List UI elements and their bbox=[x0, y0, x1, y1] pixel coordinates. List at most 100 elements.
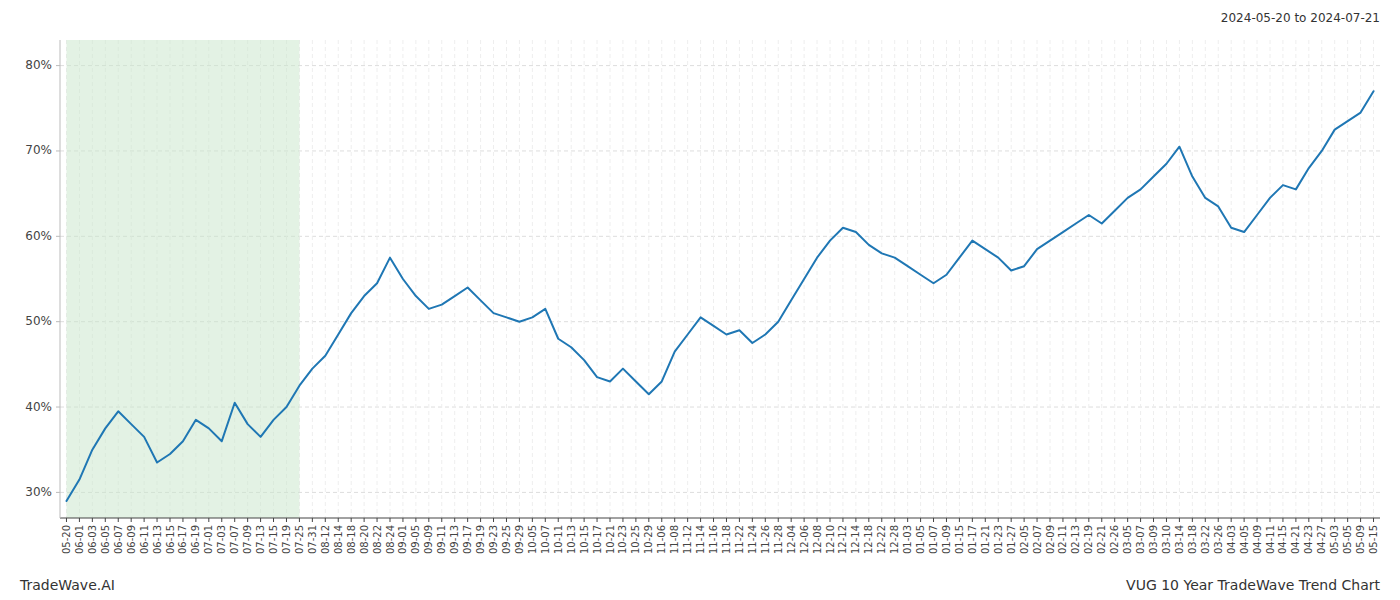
x-tick bbox=[1075, 518, 1076, 522]
x-tick bbox=[377, 518, 378, 522]
x-tick-label: 01-05 bbox=[915, 525, 926, 554]
x-tick-label: 01-23 bbox=[993, 525, 1004, 554]
x-tick-label: 09-29 bbox=[514, 525, 525, 554]
x-tick bbox=[1231, 518, 1232, 522]
x-tick bbox=[687, 518, 688, 522]
x-tick-label: 02-26 bbox=[1109, 525, 1120, 554]
x-tick bbox=[739, 518, 740, 522]
x-tick bbox=[170, 518, 171, 522]
x-tick bbox=[247, 518, 248, 522]
x-tick-label: 12-04 bbox=[786, 525, 797, 554]
x-tick bbox=[1244, 518, 1245, 522]
x-tick bbox=[1062, 518, 1063, 522]
x-tick-label: 04-09 bbox=[1252, 525, 1263, 554]
x-tick-label: 04-27 bbox=[1316, 525, 1327, 554]
x-grid-line bbox=[493, 40, 494, 518]
x-grid-line bbox=[661, 40, 662, 518]
x-tick-label: 03-22 bbox=[1200, 525, 1211, 554]
x-grid-line bbox=[1062, 40, 1063, 518]
x-grid-line bbox=[687, 40, 688, 518]
x-grid-line bbox=[985, 40, 986, 518]
x-tick-label: 01-17 bbox=[967, 525, 978, 554]
x-tick bbox=[208, 518, 209, 522]
x-tick bbox=[480, 518, 481, 522]
x-tick-label: 11-12 bbox=[682, 525, 693, 554]
x-tick-label: 11-22 bbox=[734, 525, 745, 554]
x-tick-label: 12-14 bbox=[850, 525, 861, 554]
x-tick bbox=[1024, 518, 1025, 522]
x-tick bbox=[674, 518, 675, 522]
x-tick bbox=[1114, 518, 1115, 522]
x-tick bbox=[364, 518, 365, 522]
x-tick bbox=[105, 518, 106, 522]
x-tick bbox=[1050, 518, 1051, 522]
x-grid-line bbox=[868, 40, 869, 518]
x-tick bbox=[325, 518, 326, 522]
x-tick-label: 01-27 bbox=[1006, 525, 1017, 554]
x-tick bbox=[273, 518, 274, 522]
x-tick-label: 06-03 bbox=[87, 525, 98, 554]
x-tick-label: 06-13 bbox=[152, 525, 163, 554]
x-tick-label: 04-21 bbox=[1290, 525, 1301, 554]
x-tick bbox=[1011, 518, 1012, 522]
x-tick-label: 03-18 bbox=[1187, 525, 1198, 554]
x-grid-line bbox=[545, 40, 546, 518]
x-grid-line bbox=[351, 40, 352, 518]
x-grid-line bbox=[312, 40, 313, 518]
x-tick bbox=[1192, 518, 1193, 522]
x-tick bbox=[842, 518, 843, 522]
x-tick bbox=[506, 518, 507, 522]
x-tick-label: 09-13 bbox=[449, 525, 460, 554]
x-tick-label: 08-24 bbox=[385, 525, 396, 554]
x-tick bbox=[1166, 518, 1167, 522]
x-grid-line bbox=[933, 40, 934, 518]
x-grid-line bbox=[920, 40, 921, 518]
x-grid-line bbox=[532, 40, 533, 518]
x-tick bbox=[1282, 518, 1283, 522]
x-grid-line bbox=[1231, 40, 1232, 518]
x-grid-line bbox=[1373, 40, 1374, 518]
x-grid-line bbox=[1205, 40, 1206, 518]
x-tick bbox=[182, 518, 183, 522]
x-tick bbox=[804, 518, 805, 522]
x-tick bbox=[817, 518, 818, 522]
plot-area bbox=[66, 40, 1373, 518]
x-tick bbox=[571, 518, 572, 522]
x-grid-line bbox=[778, 40, 779, 518]
y-tick bbox=[56, 65, 60, 66]
x-tick-label: 01-21 bbox=[980, 525, 991, 554]
x-tick-label: 10-23 bbox=[617, 525, 628, 554]
x-tick bbox=[868, 518, 869, 522]
x-tick-label: 07-07 bbox=[229, 525, 240, 554]
x-grid-line bbox=[597, 40, 598, 518]
x-tick bbox=[855, 518, 856, 522]
x-grid-line bbox=[1088, 40, 1089, 518]
x-tick bbox=[467, 518, 468, 522]
x-tick bbox=[390, 518, 391, 522]
x-tick bbox=[765, 518, 766, 522]
x-grid-line bbox=[1257, 40, 1258, 518]
x-tick-label: 10-13 bbox=[566, 525, 577, 554]
x-tick-label: 01-15 bbox=[954, 525, 965, 554]
x-grid-line bbox=[1282, 40, 1283, 518]
x-tick-label: 09-01 bbox=[397, 525, 408, 554]
x-tick-label: 11-08 bbox=[669, 525, 680, 554]
y-tick-label: 40% bbox=[25, 400, 52, 414]
x-grid-line bbox=[480, 40, 481, 518]
x-grid-line bbox=[946, 40, 947, 518]
x-tick bbox=[260, 518, 261, 522]
x-grid-line bbox=[907, 40, 908, 518]
x-tick bbox=[959, 518, 960, 522]
x-grid-line bbox=[674, 40, 675, 518]
x-tick bbox=[493, 518, 494, 522]
x-grid-line bbox=[1024, 40, 1025, 518]
x-tick-label: 09-11 bbox=[436, 525, 447, 554]
x-tick bbox=[351, 518, 352, 522]
x-tick bbox=[985, 518, 986, 522]
x-tick-label: 11-18 bbox=[721, 525, 732, 554]
x-tick-label: 11-06 bbox=[656, 525, 667, 554]
x-tick bbox=[402, 518, 403, 522]
x-grid-line bbox=[1218, 40, 1219, 518]
x-tick-label: 03-09 bbox=[1148, 525, 1159, 554]
x-grid-line bbox=[467, 40, 468, 518]
